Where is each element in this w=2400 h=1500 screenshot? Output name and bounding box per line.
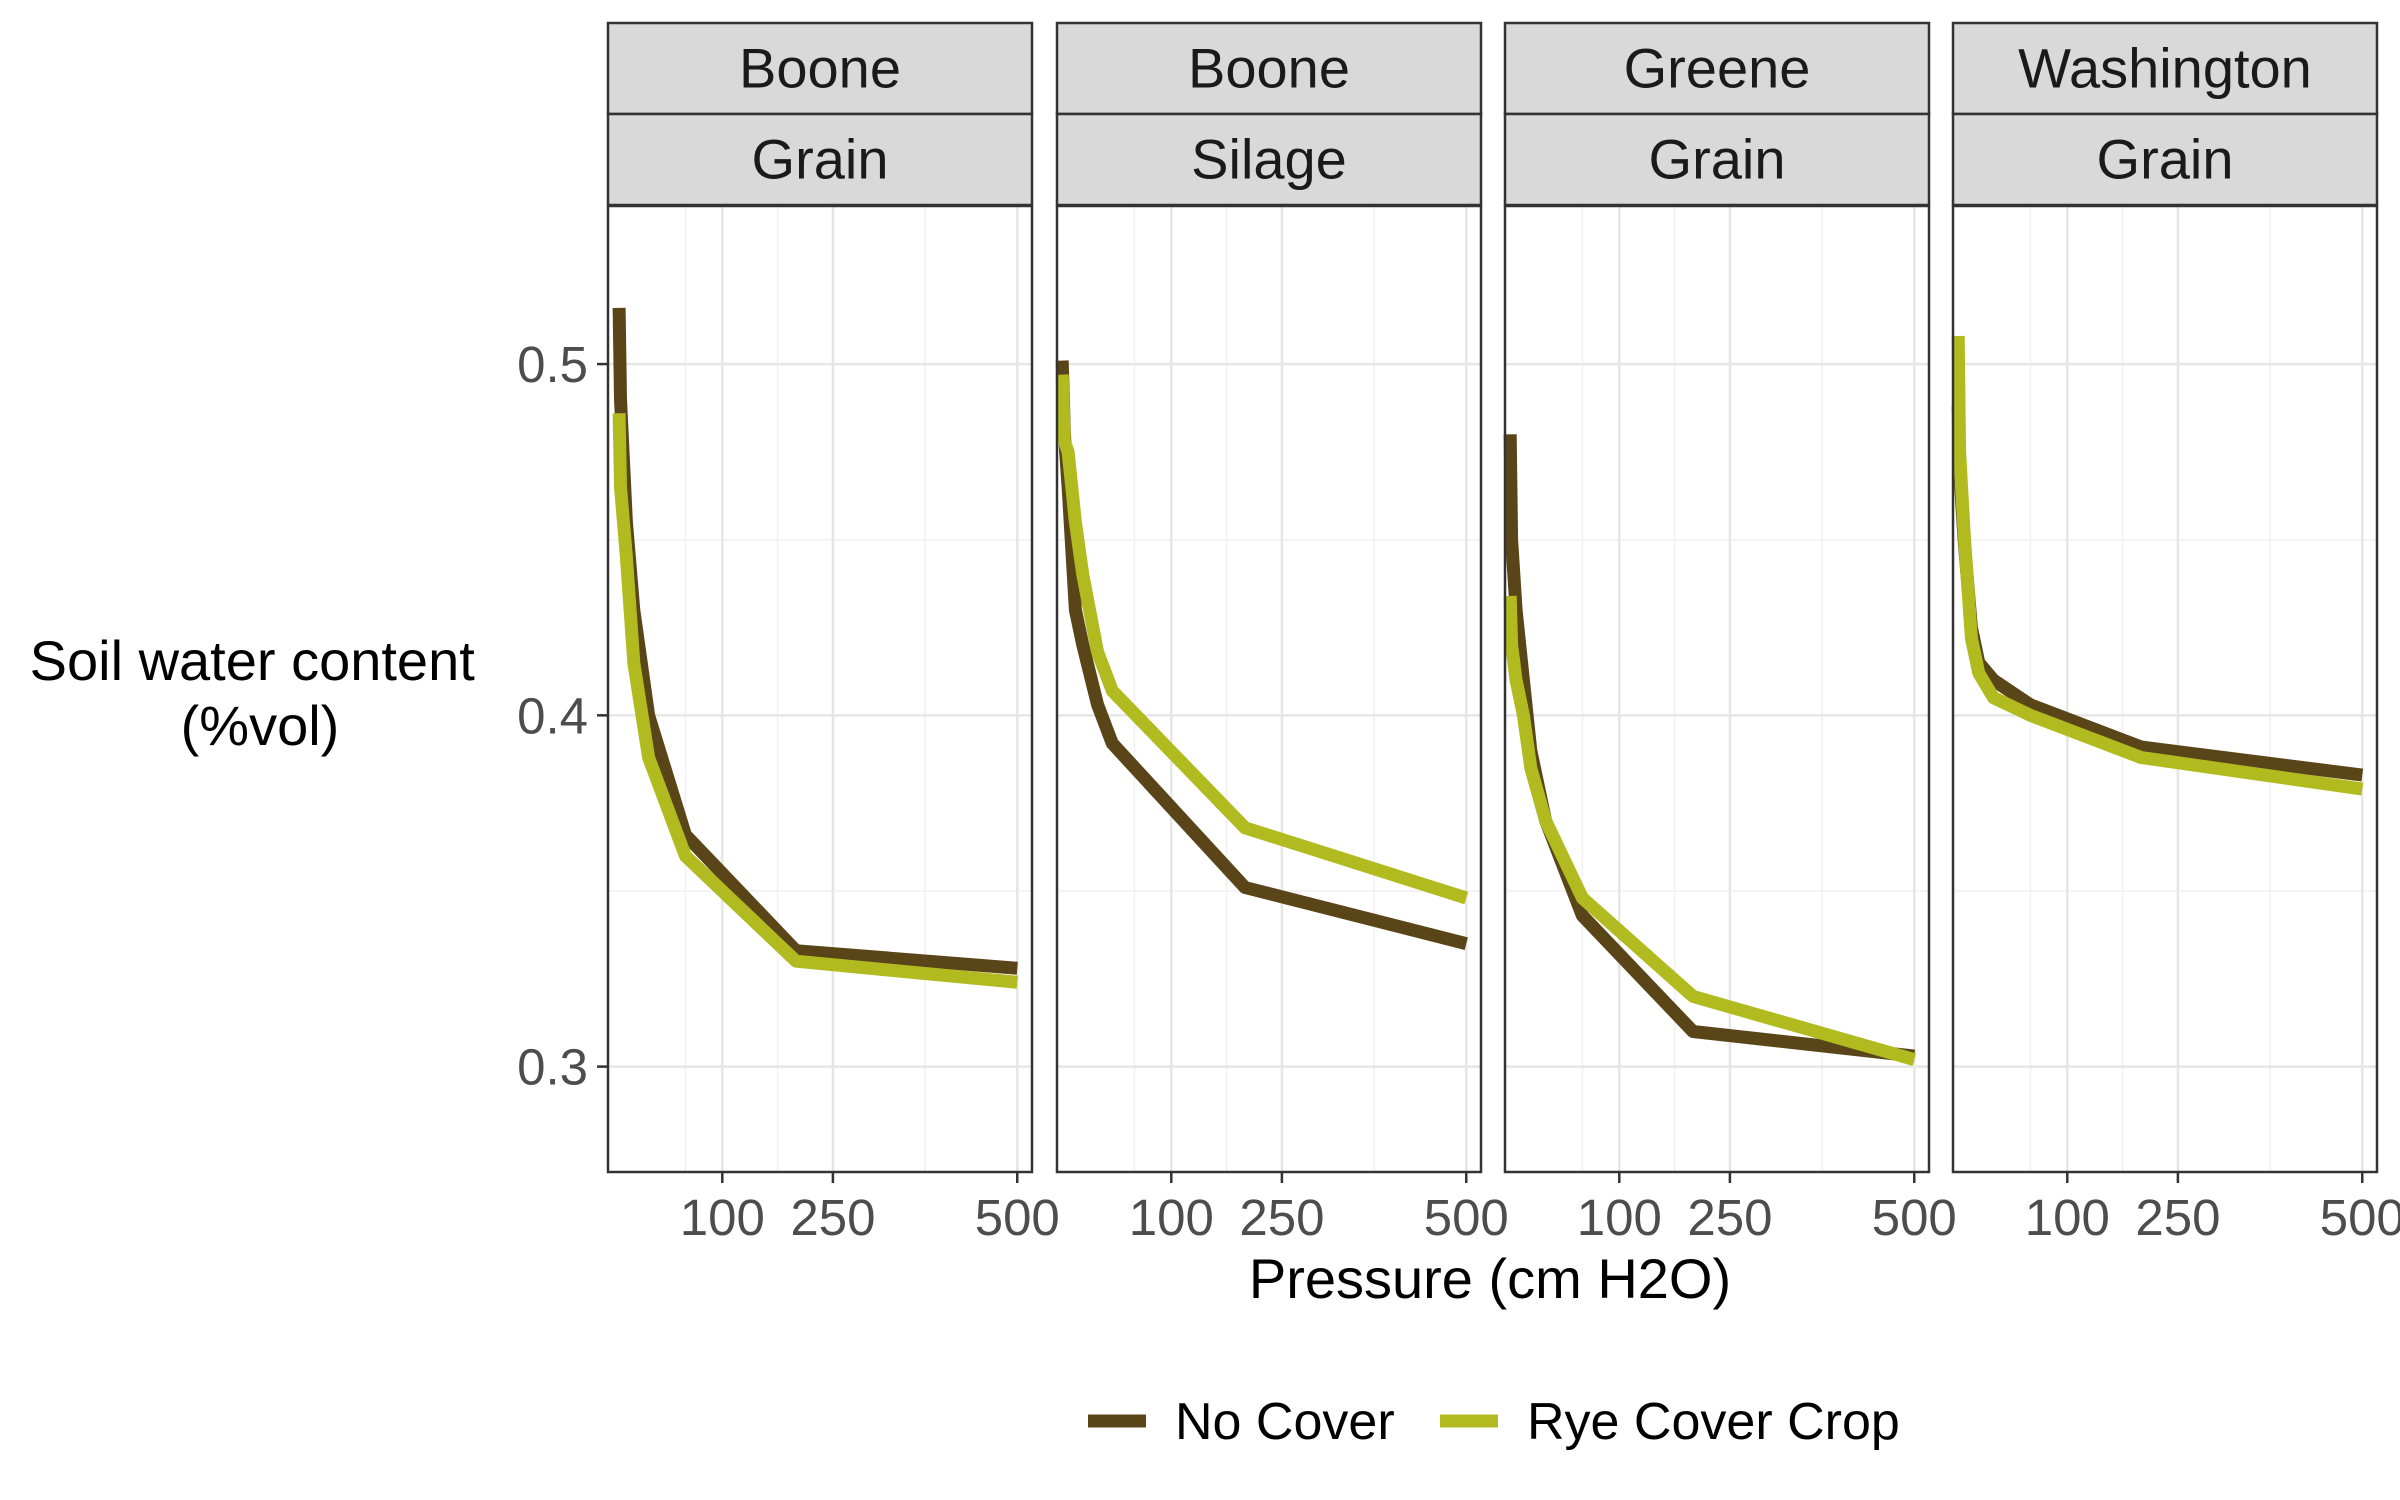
y-tick-label: 0.4 xyxy=(517,687,588,744)
strip-county-box xyxy=(1503,21,1931,116)
panel-border xyxy=(606,204,1034,1174)
y-tick-label: 0.5 xyxy=(517,336,588,393)
panel-3-greene-grain: Greene Grain 100 250 500 xyxy=(1503,21,1957,1246)
x-tick-label: 250 xyxy=(1687,1189,1772,1246)
strip-crop-label: Grain xyxy=(752,128,889,191)
panel-background xyxy=(1505,206,1929,1172)
series-line-rye-cover-crop xyxy=(1951,335,2364,796)
strip-county-box xyxy=(1951,21,2379,116)
legend: No Cover Rye Cover Crop xyxy=(1088,1393,1900,1451)
panel-background xyxy=(1057,206,1481,1172)
x-axis-title: Pressure (cm H2O) xyxy=(1249,1247,1731,1310)
x-tick-label: 100 xyxy=(2025,1189,2110,1246)
strip-county-label: Boone xyxy=(1188,37,1350,100)
x-tick-label: 500 xyxy=(975,1189,1060,1246)
x-tick-label: 250 xyxy=(1239,1189,1324,1246)
strip-crop-label: Silage xyxy=(1191,128,1347,191)
x-tick-label: 100 xyxy=(680,1189,765,1246)
legend-item-no-cover: No Cover xyxy=(1088,1393,1395,1451)
x-tick-label: 500 xyxy=(1872,1189,1957,1246)
x-tick-label: 250 xyxy=(790,1189,875,1246)
x-tick-label: 250 xyxy=(2135,1189,2220,1246)
panel-background xyxy=(1953,206,2377,1172)
panel-border xyxy=(1055,204,1483,1174)
series-line-rye-cover-crop xyxy=(1503,595,1917,1066)
strip-crop-box xyxy=(606,112,1034,207)
panel-1-boone-grain: Boone Grain 100 250 500 xyxy=(606,21,1060,1246)
strip-county-label: Boone xyxy=(739,37,901,100)
legend-label-rye-cover-crop: Rye Cover Crop xyxy=(1527,1393,1900,1451)
x-tick-label: 500 xyxy=(2320,1189,2400,1246)
series-line-rye-cover-crop xyxy=(612,413,1018,989)
legend-item-rye-cover-crop: Rye Cover Crop xyxy=(1440,1393,1900,1451)
x-tick-label: 500 xyxy=(1424,1189,1509,1246)
panel-2-boone-silage: Boone Silage 100 250 500 xyxy=(1055,21,1509,1246)
x-tick-label: 100 xyxy=(1129,1189,1214,1246)
y-axis-title-line-2: (%vol) xyxy=(181,694,340,757)
strip-county-label: Greene xyxy=(1624,37,1811,100)
y-axis-ticks: 0.3 0.4 0.5 xyxy=(517,336,608,1096)
y-axis-title-line-1: Soil water content xyxy=(30,629,476,692)
strip-crop-label: Grain xyxy=(2097,128,2234,191)
y-tick-label: 0.3 xyxy=(517,1039,588,1096)
x-tick-label: 100 xyxy=(1577,1189,1662,1246)
panel-border xyxy=(1503,204,1931,1174)
strip-county-label: Washington xyxy=(2018,37,2312,100)
panel-4-washington-grain: Washington Grain 100 250 500 xyxy=(1951,21,2400,1246)
strip-crop-label: Grain xyxy=(1649,128,1786,191)
strip-county-box xyxy=(1055,21,1483,116)
legend-label-no-cover: No Cover xyxy=(1175,1393,1395,1451)
panel-border xyxy=(1951,204,2379,1174)
strip-crop-box xyxy=(1951,112,2379,207)
panel-background xyxy=(608,206,1032,1172)
strip-county-box xyxy=(606,21,1034,116)
strip-crop-box xyxy=(1503,112,1931,207)
series-line-rye-cover-crop xyxy=(1055,374,1469,905)
y-axis-title: Soil water content (%vol) xyxy=(30,629,491,757)
strip-crop-box xyxy=(1055,112,1483,207)
